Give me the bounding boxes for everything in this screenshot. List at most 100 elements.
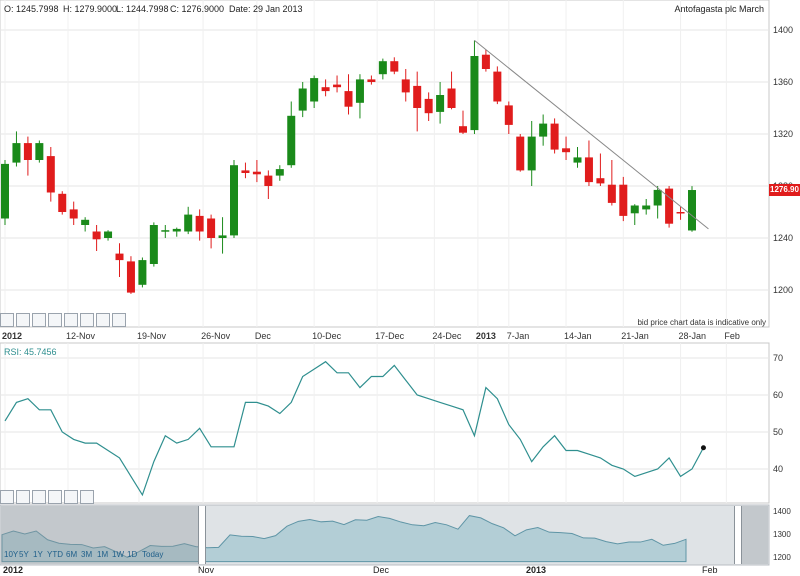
- candle[interactable]: [504, 101, 513, 135]
- candle[interactable]: [333, 75, 342, 93]
- candle[interactable]: [596, 153, 605, 187]
- trendline[interactable]: [474, 40, 709, 230]
- candle[interactable]: [367, 75, 376, 85]
- candle[interactable]: [653, 186, 662, 219]
- candle[interactable]: [81, 217, 90, 232]
- price-tick-label: 1200: [773, 285, 793, 295]
- x-tick-label: 21-Jan: [621, 331, 649, 341]
- candle[interactable]: [23, 136, 32, 176]
- rsi-line[interactable]: [4, 360, 706, 497]
- fibonacci-tool-icon[interactable]: [32, 313, 46, 327]
- range-button[interactable]: 6M: [66, 550, 78, 559]
- candle[interactable]: [607, 160, 616, 206]
- range-button[interactable]: 5Y: [19, 550, 29, 559]
- candle[interactable]: [184, 206, 193, 235]
- candle[interactable]: [390, 57, 399, 75]
- range-button[interactable]: YTD: [47, 550, 63, 559]
- candle[interactable]: [642, 199, 651, 215]
- candle[interactable]: [527, 121, 536, 186]
- candle[interactable]: [378, 58, 387, 80]
- range-button[interactable]: 1D: [127, 550, 138, 559]
- candle[interactable]: [481, 49, 490, 72]
- candle[interactable]: [230, 160, 238, 238]
- candle[interactable]: [172, 227, 181, 237]
- candle[interactable]: [470, 40, 479, 134]
- candle[interactable]: [58, 191, 67, 215]
- candle[interactable]: [562, 136, 571, 160]
- range-button[interactable]: 10Y: [4, 550, 19, 559]
- candle[interactable]: [516, 134, 525, 172]
- candle-body: [630, 205, 639, 214]
- candle[interactable]: [665, 186, 674, 228]
- rsi-trendline-tool-icon[interactable]: [0, 490, 14, 504]
- candle[interactable]: [161, 225, 170, 238]
- candle[interactable]: [104, 230, 113, 241]
- candle[interactable]: [298, 82, 307, 118]
- candle[interactable]: [35, 140, 44, 163]
- navigator-right-handle[interactable]: [734, 506, 742, 564]
- candle[interactable]: [287, 101, 296, 168]
- candle[interactable]: [447, 71, 456, 110]
- rsi-zigzag-tool-icon[interactable]: [80, 490, 94, 504]
- range-button[interactable]: 3M: [81, 550, 93, 559]
- wave-tool-icon[interactable]: [112, 313, 126, 327]
- trendline-tool-icon[interactable]: [0, 313, 14, 327]
- candle[interactable]: [355, 74, 364, 119]
- candle-body: [333, 84, 342, 88]
- disclaimer-text: bid price chart data is indicative only: [637, 318, 766, 327]
- candle[interactable]: [550, 118, 559, 154]
- ohlc-date: Date: 29 Jan 2013: [229, 4, 303, 14]
- candle[interactable]: [46, 147, 55, 202]
- range-button[interactable]: 1M: [97, 550, 109, 559]
- range-button[interactable]: Today: [142, 550, 164, 559]
- range-button[interactable]: 1Y: [33, 550, 43, 559]
- ray-tool-icon[interactable]: [16, 313, 30, 327]
- candle[interactable]: [493, 66, 502, 105]
- zigzag-tool-icon[interactable]: [80, 313, 94, 327]
- candle[interactable]: [459, 110, 467, 134]
- price-candles[interactable]: [1, 40, 709, 294]
- candle[interactable]: [424, 92, 433, 121]
- candle[interactable]: [573, 147, 582, 168]
- range-button[interactable]: 1W: [112, 550, 124, 559]
- candle[interactable]: [275, 165, 284, 181]
- candle[interactable]: [676, 206, 685, 220]
- candle[interactable]: [584, 140, 593, 187]
- candle[interactable]: [149, 222, 158, 267]
- candle[interactable]: [138, 257, 147, 288]
- x-tick-label: 12-Nov: [66, 331, 96, 341]
- arc-tool-icon[interactable]: [64, 313, 78, 327]
- candle[interactable]: [619, 176, 628, 222]
- candle[interactable]: [413, 71, 422, 132]
- candle[interactable]: [321, 79, 330, 97]
- candle[interactable]: [126, 256, 135, 294]
- candle[interactable]: [12, 131, 21, 167]
- candle[interactable]: [401, 69, 410, 102]
- candle[interactable]: [310, 75, 319, 109]
- candle-body: [287, 115, 296, 166]
- candle[interactable]: [69, 201, 78, 225]
- candle[interactable]: [539, 114, 548, 146]
- candle[interactable]: [436, 82, 445, 124]
- candle[interactable]: [688, 186, 696, 232]
- candle[interactable]: [207, 214, 216, 249]
- rsi-arc-tool-icon[interactable]: [64, 490, 78, 504]
- candle[interactable]: [218, 217, 227, 254]
- navigator-left-handle[interactable]: [198, 506, 206, 564]
- candle[interactable]: [264, 170, 273, 199]
- candle[interactable]: [1, 160, 9, 225]
- channel-tool-icon[interactable]: [48, 313, 62, 327]
- rsi-ray-tool-icon[interactable]: [16, 490, 30, 504]
- candle[interactable]: [92, 225, 101, 251]
- rsi-fibonacci-tool-icon[interactable]: [32, 490, 46, 504]
- candle[interactable]: [252, 160, 261, 183]
- candle[interactable]: [630, 204, 639, 225]
- rsi-polyline[interactable]: [4, 360, 704, 497]
- rsi-channel-tool-icon[interactable]: [48, 490, 62, 504]
- candle[interactable]: [195, 209, 204, 241]
- arrow-tool-icon[interactable]: [96, 313, 110, 327]
- candle[interactable]: [241, 162, 250, 179]
- candle[interactable]: [344, 74, 353, 115]
- candle[interactable]: [115, 243, 124, 277]
